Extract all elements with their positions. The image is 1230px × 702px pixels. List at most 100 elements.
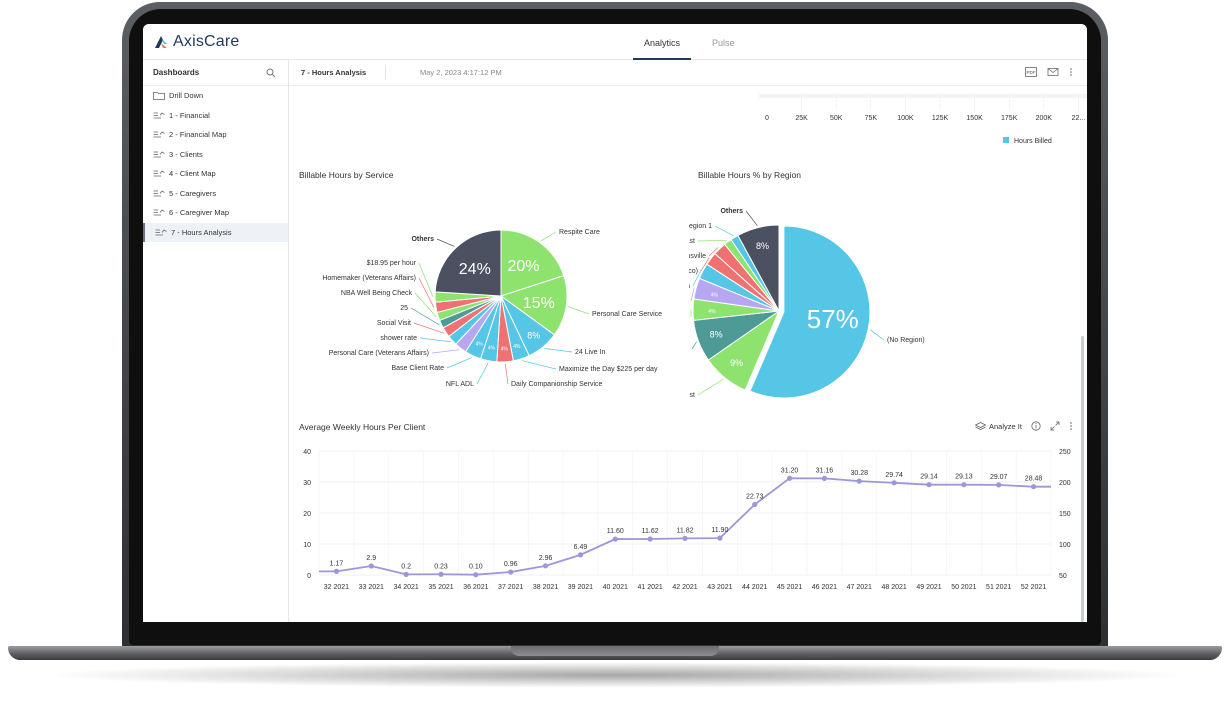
line-point[interactable] xyxy=(647,536,653,542)
sidebar-item-clients[interactable]: 3 - Clients xyxy=(143,145,288,165)
search-icon[interactable] xyxy=(266,68,276,78)
sidebar-item-client-map[interactable]: 4 - Client Map xyxy=(143,164,288,184)
sidebar-item-label: 1 - Financial xyxy=(169,110,210,120)
legend-label: Hours Billed xyxy=(1014,138,1052,145)
line-point[interactable] xyxy=(996,482,1002,488)
x-axis-tick-label: 33 2021 xyxy=(359,584,384,591)
line-point[interactable] xyxy=(473,572,479,578)
pie-slice-value: 24% xyxy=(459,261,491,278)
sidebar-item-hours-analysis[interactable]: 7 - Hours Analysis xyxy=(143,222,288,242)
brand-logo[interactable]: AxisCare xyxy=(153,33,240,51)
line-point[interactable] xyxy=(786,475,793,481)
pie-leader-line xyxy=(700,257,710,272)
line-point[interactable] xyxy=(333,568,340,574)
line-point[interactable] xyxy=(682,535,688,541)
line-point[interactable] xyxy=(612,536,618,542)
line-point[interactable] xyxy=(821,475,828,482)
line-point-label: 29.07 xyxy=(990,474,1008,481)
info-icon[interactable] xyxy=(1031,421,1041,431)
pie-slice-value: 4% xyxy=(711,292,719,298)
brand-name: AxisCare xyxy=(173,33,240,50)
pie-leader-line xyxy=(568,306,590,315)
line-point[interactable] xyxy=(961,482,967,488)
sidebar-item-financial[interactable]: 1 - Financial xyxy=(143,106,288,126)
pie-leader-line xyxy=(714,225,734,237)
pie-leader-line xyxy=(413,322,445,334)
x-axis-tick-label: 37 2021 xyxy=(498,584,523,591)
line-point[interactable] xyxy=(752,501,758,508)
content-scrollbar[interactable] xyxy=(1081,336,1084,622)
line-point[interactable] xyxy=(926,482,932,488)
pie-slice-value: 4% xyxy=(513,344,521,350)
sidebar-item-caregivers[interactable]: 5 - Caregivers xyxy=(143,184,288,204)
line-point-label: 29.13 xyxy=(955,474,973,481)
line-point[interactable] xyxy=(438,571,444,577)
pie-leader-line xyxy=(745,210,758,226)
pdf-export-icon[interactable]: PDF xyxy=(1025,67,1037,77)
pie-leader-line xyxy=(504,363,509,385)
pie-slice-value: 8% xyxy=(756,241,769,251)
x-axis-tick-label: 49 2021 xyxy=(916,584,941,591)
line-point-label: 0.96 xyxy=(504,561,518,568)
line-point[interactable] xyxy=(508,569,514,575)
line-point-label: 0.23 xyxy=(434,563,448,570)
pie-leader-line xyxy=(446,357,473,369)
more-options-icon[interactable] xyxy=(1069,421,1073,431)
x-axis-tick-label: 44 2021 xyxy=(742,584,767,591)
hours-billed-bar-axis: 0 25K 50K 75K 100K 125K 150K 175K 200K 22... Hour… xyxy=(759,94,1087,145)
email-icon[interactable] xyxy=(1047,67,1059,77)
pie-slice-value: 15% xyxy=(523,295,555,312)
sidebar-item-drill-down[interactable]: Drill Down xyxy=(143,86,288,106)
x-axis-tick-label: 36 2021 xyxy=(463,584,488,591)
tab-pulse[interactable]: Pulse xyxy=(712,38,735,48)
pie-slice-label: East xyxy=(689,238,695,245)
y2-axis-tick-label: 200 xyxy=(1059,480,1071,487)
pie-slice-label: Social Visit xyxy=(377,320,411,327)
y-axis-tick-label: 0 xyxy=(307,573,311,580)
x-axis-tick-label: 34 2021 xyxy=(393,584,418,591)
line-point[interactable] xyxy=(891,480,897,486)
card-toolbar: Analyze It xyxy=(975,421,1073,431)
pie-slice-label: shower rate xyxy=(380,335,417,342)
line-point-label: 31.16 xyxy=(816,467,834,474)
more-options-icon[interactable] xyxy=(1069,67,1073,77)
tab-analytics[interactable]: Analytics xyxy=(633,24,692,60)
x-axis-tick-label: 52 2021 xyxy=(1021,584,1046,591)
line-point[interactable] xyxy=(368,563,374,569)
pie-slice-label: Personal Care Service xyxy=(592,311,662,318)
pie-slice-value: 4% xyxy=(488,346,496,352)
pie-leader-line xyxy=(869,329,885,341)
line-point[interactable] xyxy=(542,563,549,569)
line-point[interactable] xyxy=(1030,484,1037,490)
pie-slice[interactable] xyxy=(500,229,565,297)
sidebar-item-label: 3 - Clients xyxy=(169,149,203,159)
pie-slice[interactable] xyxy=(499,274,568,336)
pie-slice[interactable] xyxy=(737,224,780,312)
pie-slice[interactable] xyxy=(434,229,502,297)
top-bar: AxisCare Analytics Pulse xyxy=(143,24,1087,60)
sidebar-item-financial-map[interactable]: 2 - Financial Map xyxy=(143,125,288,145)
line-point[interactable] xyxy=(717,535,723,541)
line-point-label: 31.20 xyxy=(781,467,799,474)
pie-slice-label: Respite Care xyxy=(559,229,600,236)
sidebar-item-label: 7 - Hours Analysis xyxy=(171,227,232,237)
line-point-label: 2.9 xyxy=(366,555,376,562)
line-point[interactable] xyxy=(577,552,584,558)
pie-leader-line xyxy=(410,307,440,326)
expand-icon[interactable] xyxy=(1050,421,1060,431)
pie-slice-label: Others xyxy=(411,236,434,243)
pie-slice[interactable] xyxy=(749,225,871,399)
dashboards-sidebar: Dashboards Drill Down 1 - Financial 2 - … xyxy=(143,60,289,622)
sidebar-item-label: 6 - Caregiver Map xyxy=(169,208,230,218)
line-point-label: 0.2 xyxy=(401,563,411,570)
line-point-label: 1.17 xyxy=(330,560,344,567)
line-point[interactable] xyxy=(856,478,862,484)
y2-axis-tick-label: 100 xyxy=(1059,542,1071,549)
pie-slice-value: 8% xyxy=(527,331,540,341)
pie-leader-line xyxy=(692,270,702,287)
sidebar-item-caregiver-map[interactable]: 6 - Caregiver Map xyxy=(143,203,288,223)
x-axis-tick-label: 39 2021 xyxy=(568,584,593,591)
analyze-it-button[interactable]: Analyze It xyxy=(975,422,1022,431)
pie-leader-line xyxy=(419,337,451,343)
line-point[interactable] xyxy=(403,571,409,577)
